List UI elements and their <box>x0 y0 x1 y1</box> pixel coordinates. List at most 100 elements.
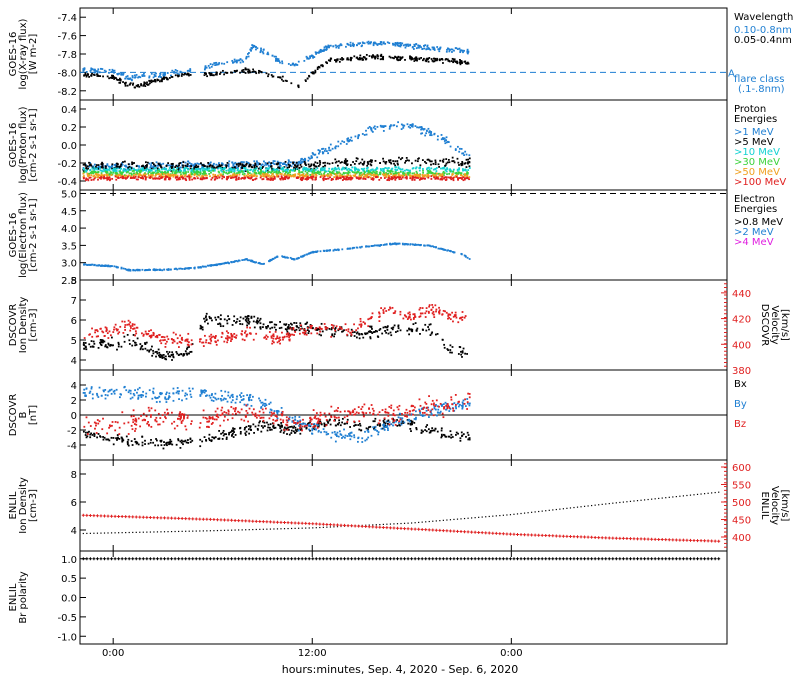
data-point <box>394 168 397 171</box>
data-point <box>446 176 448 179</box>
data-point <box>131 76 134 79</box>
data-point <box>356 331 359 334</box>
data-point <box>243 428 246 431</box>
data-point <box>113 168 116 171</box>
data-point <box>366 161 369 163</box>
data-point <box>215 163 218 166</box>
data-point <box>268 166 271 169</box>
data-point <box>449 313 452 316</box>
data-point <box>370 171 373 174</box>
data-point <box>386 173 388 176</box>
data-point <box>287 159 290 162</box>
data-point <box>283 174 286 177</box>
data-point <box>271 54 274 57</box>
data-point <box>409 44 412 47</box>
data-point <box>241 177 244 179</box>
data-point <box>357 424 360 426</box>
data-point <box>386 169 389 172</box>
data-point <box>335 176 338 179</box>
data-point <box>254 178 256 181</box>
data-point <box>407 317 410 319</box>
data-point <box>199 169 202 172</box>
data-point <box>106 438 109 441</box>
data-point <box>436 172 438 175</box>
data-point <box>160 173 163 176</box>
data-point <box>394 310 397 313</box>
data-point <box>307 332 310 335</box>
data-point <box>119 77 121 80</box>
data-point <box>111 77 114 80</box>
data-point <box>131 444 134 446</box>
data-point <box>291 328 294 331</box>
data-point <box>249 163 252 166</box>
data-point <box>411 162 413 165</box>
data-point <box>316 68 319 71</box>
data-point <box>184 164 187 167</box>
data-point <box>462 347 465 350</box>
data-point <box>97 178 99 181</box>
data-point <box>463 178 466 181</box>
data-point <box>166 444 168 447</box>
data-point <box>458 168 460 171</box>
data-point <box>428 323 431 326</box>
data-point <box>305 322 308 325</box>
data-point <box>249 425 252 428</box>
data-point <box>402 170 404 173</box>
data-point <box>439 46 442 49</box>
data-point <box>277 166 279 169</box>
data-point <box>189 175 192 178</box>
data-point <box>444 176 447 179</box>
data-point <box>279 339 282 341</box>
data-point <box>274 256 277 259</box>
data-point <box>136 337 139 340</box>
data-point <box>343 167 346 170</box>
data-point <box>426 45 429 48</box>
data-point <box>397 242 399 245</box>
data-point <box>418 316 421 318</box>
data-point <box>123 169 126 172</box>
data-point <box>243 339 246 342</box>
data-point <box>401 157 404 159</box>
data-point <box>274 330 277 333</box>
data-point <box>104 264 107 267</box>
data-point <box>213 168 216 171</box>
data-point <box>437 172 439 175</box>
data-point <box>428 168 431 171</box>
data-point <box>225 171 227 174</box>
data-point <box>188 178 191 181</box>
data-point <box>449 48 451 51</box>
data-point <box>105 330 108 333</box>
data-point <box>219 325 222 328</box>
data-point <box>342 166 345 169</box>
data-point <box>223 176 225 179</box>
data-point <box>287 173 290 176</box>
data-point <box>176 69 179 72</box>
data-point <box>125 174 128 177</box>
data-point <box>170 440 173 443</box>
data-point <box>171 69 174 72</box>
data-point <box>430 134 433 137</box>
data-point <box>300 179 303 182</box>
data-point <box>212 163 215 166</box>
data-point <box>259 317 262 320</box>
data-point <box>461 311 464 313</box>
series-dscovr-plasma-1 <box>83 304 467 348</box>
data-point <box>134 269 137 272</box>
data-point <box>202 166 205 168</box>
data-point <box>390 178 392 180</box>
data-point <box>396 162 399 165</box>
data-point <box>399 176 402 179</box>
data-point <box>256 317 259 320</box>
data-point <box>241 69 243 72</box>
data-point <box>335 174 338 177</box>
data-point <box>150 167 153 170</box>
data-point <box>257 169 259 172</box>
data-point <box>370 55 373 58</box>
data-point <box>360 333 363 335</box>
data-point <box>239 71 241 74</box>
data-point <box>225 164 228 167</box>
data-point <box>104 167 107 170</box>
data-point <box>222 325 225 328</box>
data-point <box>450 48 453 51</box>
data-point <box>248 52 250 54</box>
